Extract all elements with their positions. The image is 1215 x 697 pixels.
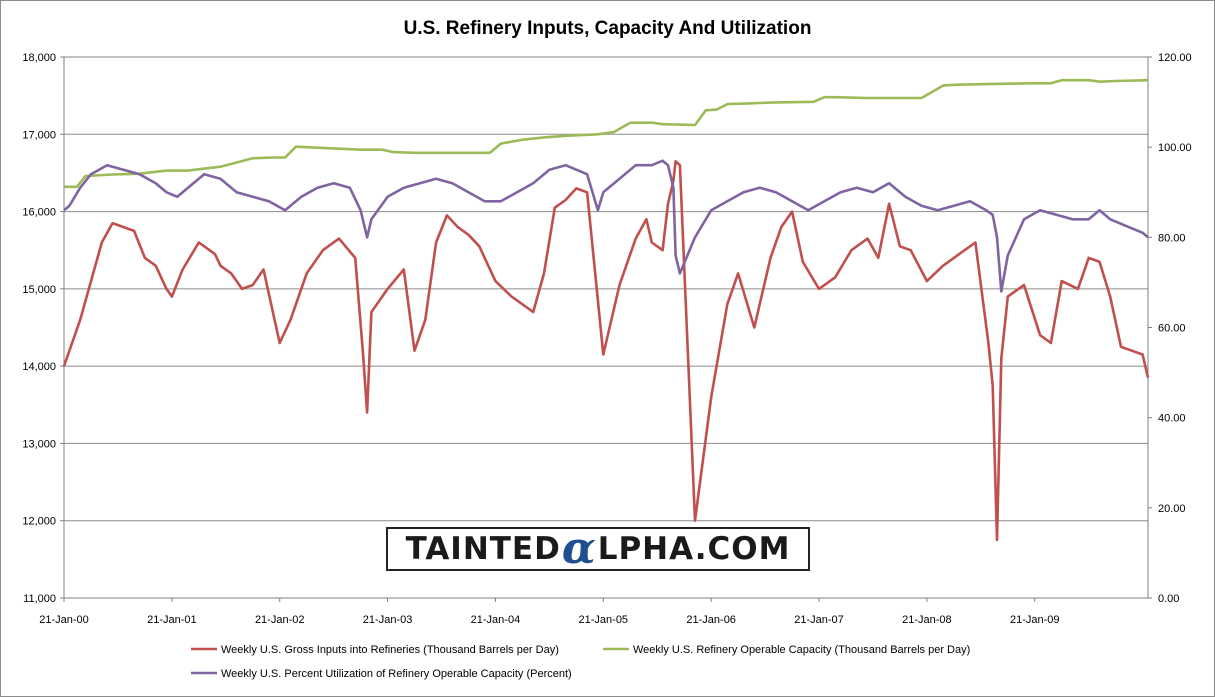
x-tick-label: 21-Jan-08 [902,614,952,626]
y-right-tick-label: 100.00 [1158,142,1192,154]
y-left-tick-label: 16,000 [22,207,56,219]
x-tick-label: 21-Jan-09 [1010,614,1060,626]
x-tick-label: 21-Jan-05 [579,614,629,626]
series-line-1 [64,78,1149,189]
x-tick-label: 21-Jan-00 [39,614,89,626]
legend-label: Weekly U.S. Refinery Operable Capacity (… [633,644,970,656]
series-line-0 [62,160,1150,542]
watermark-text-left: TAINTED [405,531,561,567]
watermark-logo: TAINTED α LPHA.COM [386,527,810,571]
chart-title: U.S. Refinery Inputs, Capacity And Utili… [403,18,812,39]
x-tick-label: 21-Jan-02 [255,614,305,626]
y-right-tick-label: 60.00 [1158,323,1186,335]
y-left-tick-label: 12,000 [22,516,56,528]
x-tick-label: 21-Jan-07 [794,614,844,626]
series-lines [62,78,1150,542]
x-tick-label: 21-Jan-06 [686,614,736,626]
watermark-alpha: α [561,523,597,574]
legend-label: Weekly U.S. Percent Utilization of Refin… [221,668,572,680]
axis-labels: 11,000 12,000 13,000 14,000 15,000 16,000 17,0… [22,52,1191,626]
x-tick-label: 21-Jan-04 [471,614,521,626]
y-left-tick-label: 14,000 [22,361,56,373]
y-left-tick-label: 17,000 [22,129,56,141]
legend-label: Weekly U.S. Gross Inputs into Refineries… [221,644,559,656]
y-right-tick-label: 0.00 [1158,593,1179,605]
y-left-tick-label: 13,000 [22,438,56,450]
y-right-tick-label: 120.00 [1158,52,1192,64]
y-right-tick-label: 40.00 [1158,413,1186,425]
x-tick-label: 21-Jan-03 [363,614,413,626]
legend: Weekly U.S. Gross Inputs into Refineries… [191,644,970,680]
y-right-tick-label: 20.00 [1158,503,1186,515]
y-left-tick-label: 18,000 [22,52,56,64]
y-right-tick-label: 80.00 [1158,232,1186,244]
y-left-tick-label: 11,000 [23,593,56,605]
x-tick-label: 21-Jan-01 [147,614,197,626]
watermark-text-right: LPHA.COM [597,531,791,567]
series-line-2 [63,159,1149,293]
y-left-tick-label: 15,000 [22,284,56,296]
